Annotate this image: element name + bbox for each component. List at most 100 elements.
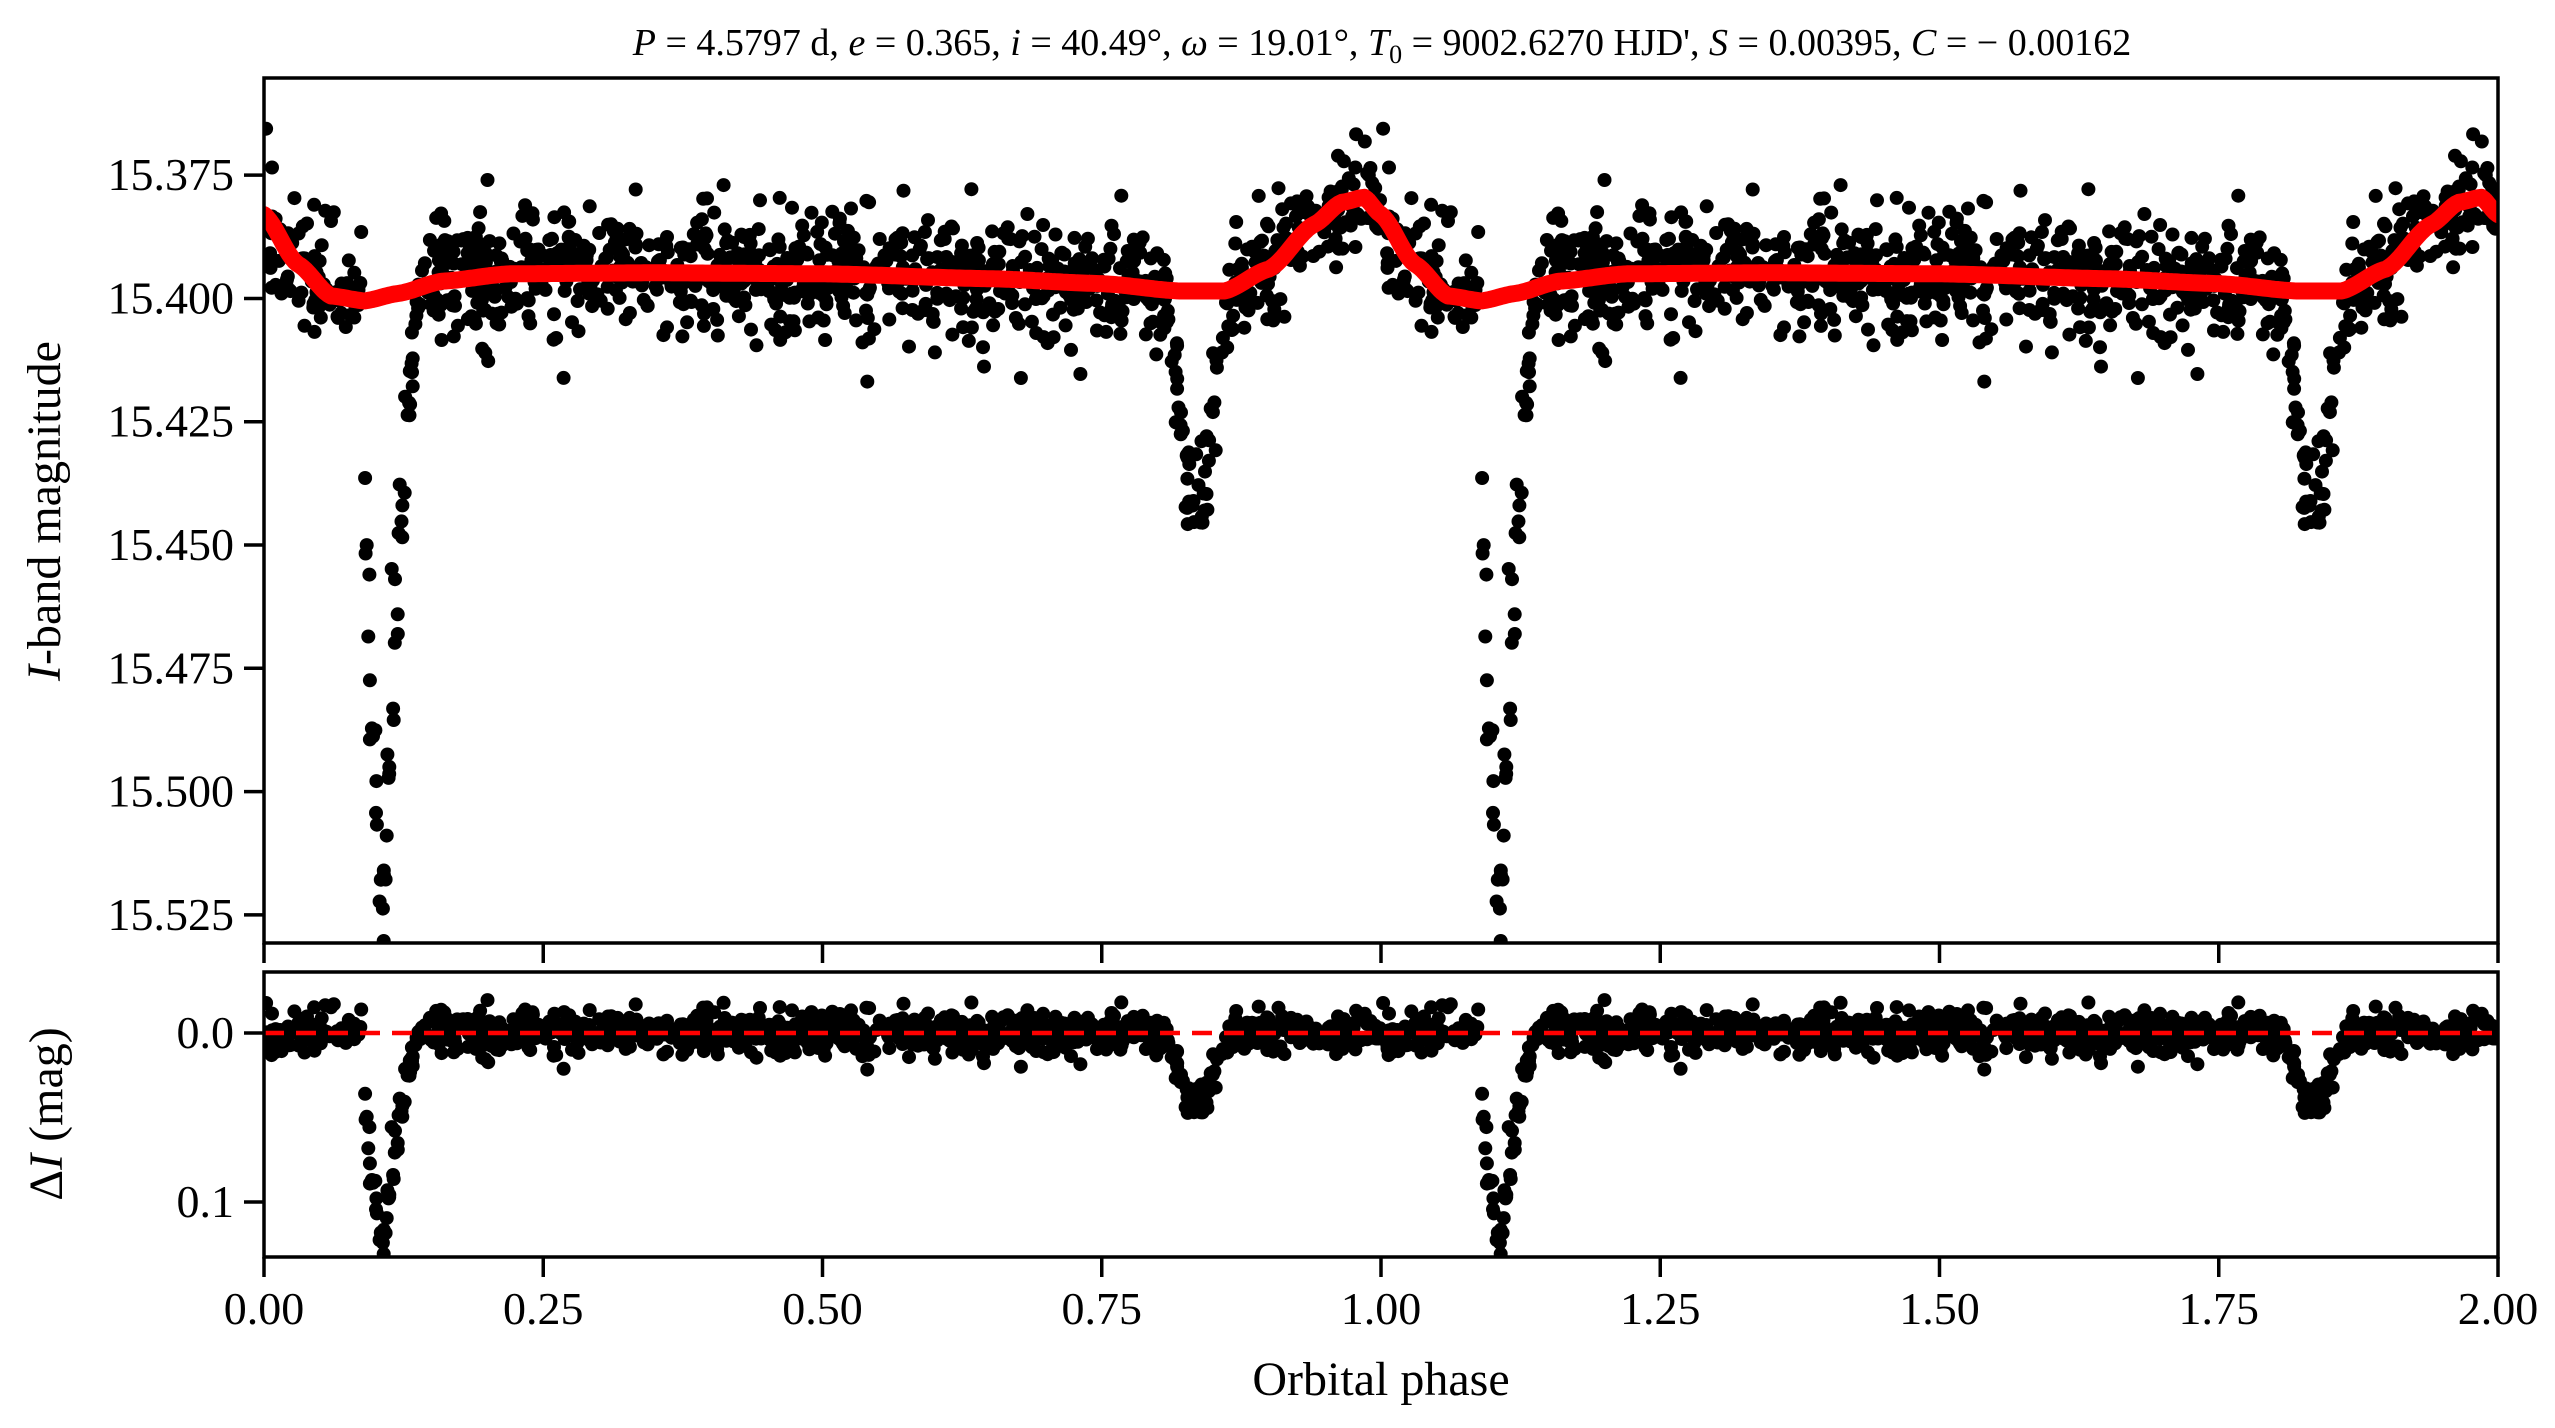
residual-point — [1885, 1032, 1900, 1047]
data-point — [2081, 182, 2096, 197]
data-point — [400, 408, 415, 422]
data-point — [373, 872, 388, 887]
data-point — [2197, 231, 2212, 246]
data-point — [1855, 298, 1870, 313]
residual-point — [2040, 1026, 2055, 1041]
data-point — [381, 770, 396, 785]
data-point — [1739, 306, 1754, 320]
data-point — [479, 284, 494, 298]
data-point — [1138, 327, 1153, 342]
data-point — [2372, 233, 2386, 248]
data-point — [814, 215, 829, 230]
data-point — [1424, 249, 1439, 264]
data-point — [2346, 215, 2361, 229]
data-point — [1817, 246, 1832, 261]
data-point — [1441, 214, 1455, 228]
residual-point — [2096, 1036, 2111, 1051]
data-point — [1834, 222, 1849, 237]
data-point — [2196, 295, 2211, 309]
data-point — [714, 279, 729, 294]
residual-point — [2111, 1026, 2126, 1041]
data-point — [391, 526, 406, 541]
residual-point — [1674, 1005, 1689, 1020]
data-point — [831, 254, 846, 269]
data-point — [1284, 196, 1298, 211]
residual-point — [846, 1013, 861, 1028]
residual-point — [2401, 1010, 2415, 1025]
data-point — [1934, 278, 1949, 293]
data-point — [1521, 325, 1536, 340]
model-curve — [264, 188, 2498, 310]
data-point — [1018, 249, 1033, 264]
data-point — [1498, 770, 1513, 785]
data-point — [802, 314, 817, 329]
data-point — [926, 314, 940, 328]
data-point — [366, 729, 380, 744]
data-point — [977, 359, 991, 374]
residual-point — [1973, 1023, 1988, 1038]
data-point — [2145, 292, 2160, 306]
residual-point — [1935, 1048, 1950, 1063]
residual-point — [316, 1023, 331, 1038]
data-point — [1265, 312, 1280, 326]
data-point — [1813, 318, 1828, 333]
data-point — [1423, 300, 1438, 315]
data-point — [388, 572, 402, 587]
data-point — [382, 759, 397, 774]
data-point — [1859, 230, 1874, 245]
data-point — [1382, 160, 1396, 175]
residual-point — [354, 1002, 369, 1017]
residual-point — [1215, 1047, 1229, 1062]
data-point — [1143, 316, 1158, 331]
data-point — [628, 182, 643, 197]
residual-point — [1260, 1010, 1274, 1025]
residual-point — [963, 1018, 978, 1033]
residual-point — [742, 1013, 757, 1028]
data-point — [1954, 306, 1969, 320]
data-point — [2050, 233, 2065, 248]
data-point — [1642, 212, 1657, 227]
data-point — [700, 303, 715, 318]
residual-point — [1683, 1020, 1698, 1035]
residual-point — [307, 1000, 322, 1015]
data-point — [1104, 310, 1119, 325]
data-point — [422, 233, 437, 247]
data-point — [944, 254, 959, 269]
residual-point — [1707, 1033, 1722, 1048]
y-tick-label: 0.1 — [177, 1176, 235, 1227]
x-tick-label: 0.00 — [224, 1283, 305, 1334]
data-point — [1902, 200, 1916, 215]
residual-point — [582, 1003, 597, 1018]
residual-point — [604, 1009, 619, 1024]
residual-point — [2477, 1032, 2492, 1047]
data-point — [468, 229, 483, 244]
data-point — [376, 934, 391, 943]
residual-point — [1479, 1120, 1494, 1135]
residual-point — [2010, 1025, 2025, 1040]
residual-point — [2452, 1041, 2467, 1056]
data-point — [790, 252, 805, 267]
data-point — [2220, 241, 2235, 256]
data-point — [2162, 254, 2177, 269]
residual-point — [1475, 1086, 1490, 1101]
data-point — [2429, 244, 2444, 259]
x-tick-label: 0.25 — [503, 1283, 584, 1334]
residual-point — [1563, 1045, 1578, 1060]
residual-point — [525, 1007, 540, 1022]
data-point — [1180, 517, 1195, 532]
residual-point — [287, 1004, 302, 1019]
data-point — [1585, 229, 1600, 244]
data-point — [2452, 241, 2467, 256]
data-point — [1989, 232, 2004, 246]
data-point — [1733, 247, 1747, 262]
residual-point — [590, 1033, 605, 1048]
data-point — [1880, 243, 1895, 258]
data-point — [566, 249, 581, 264]
residual-point — [2314, 1101, 2329, 1116]
data-point — [1745, 182, 1760, 197]
residual-point — [1978, 1047, 1993, 1062]
x-axis-label: Orbital phase — [1252, 1353, 1509, 1406]
residual-point — [1577, 1017, 1592, 1032]
residual-point — [279, 1037, 294, 1052]
data-point — [2130, 371, 2145, 385]
